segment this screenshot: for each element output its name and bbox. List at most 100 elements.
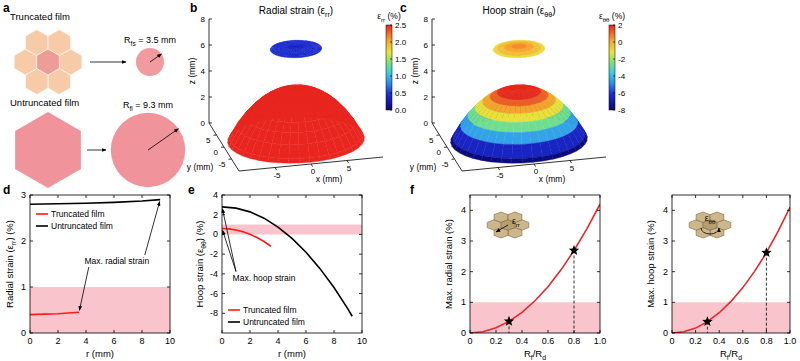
- x-tick-top: [790, 195, 791, 198]
- x-tick: [250, 330, 251, 333]
- inset-photo: εrr: [487, 212, 529, 238]
- y-tick-label: 0: [213, 229, 218, 239]
- surface-facet: [307, 131, 317, 144]
- x-tick-label: 0: [467, 336, 472, 346]
- x-tick-top: [522, 195, 523, 198]
- x-tick-top: [334, 195, 335, 198]
- x-tick-label: 0.4: [516, 336, 529, 346]
- x-tick: [278, 330, 279, 333]
- z-tick: [432, 97, 435, 98]
- text-part: /R: [729, 348, 739, 359]
- y-tick: [672, 333, 675, 334]
- z-tick: [432, 45, 435, 46]
- surface-facet: [296, 45, 303, 46]
- y-tick-label: -2: [210, 249, 218, 259]
- x-tick-label: 4: [83, 336, 88, 346]
- axes-frame: [222, 195, 362, 333]
- surface-facet: [286, 106, 293, 114]
- x-tick: [695, 330, 696, 333]
- x-tick-label: 6: [111, 336, 116, 346]
- x-axis-label: r (mm): [278, 348, 306, 359]
- x-tick-top: [672, 195, 673, 198]
- x-tick-label: 0: [219, 336, 224, 346]
- surface-facet: [299, 144, 310, 159]
- surface-facet: [519, 88, 521, 91]
- x-tick: [222, 330, 223, 333]
- y-tick: [444, 147, 447, 148]
- colorbar-tick: [390, 110, 392, 111]
- x-tick-top: [142, 195, 143, 198]
- annotation-arrow: [79, 267, 88, 310]
- surface-facet: [296, 46, 301, 48]
- y-tick-label: 1: [663, 297, 668, 307]
- z-tick-label: 2: [424, 93, 429, 102]
- text-part: /R: [533, 348, 543, 359]
- z-tick-label: 0: [424, 119, 429, 128]
- annotation: Max. radial strain: [84, 256, 149, 266]
- y-tick-right: [359, 313, 362, 314]
- colorbar-tick: [390, 59, 392, 60]
- film-hexagon: [15, 112, 81, 188]
- x-tick-label: -5: [496, 171, 504, 180]
- x-tick: [58, 330, 59, 333]
- x-tick: [470, 330, 471, 333]
- panel-title: Radial strain (εrr): [259, 5, 333, 19]
- subscript: rr: [516, 221, 520, 228]
- text-part: = 9.3 mm: [133, 100, 173, 110]
- z-tick-label: 0: [201, 119, 206, 128]
- surface-facet: [515, 88, 519, 91]
- y-tick: [470, 333, 473, 334]
- legend-swatch: [228, 321, 240, 323]
- y-tick: [30, 333, 33, 334]
- y-tick: [672, 241, 675, 242]
- z-tick-label: 2: [201, 93, 206, 102]
- radius-arrow: [148, 129, 178, 150]
- surface-facet: [507, 113, 515, 122]
- axes-3d: 02468z (mm)-505x (mm)-505y (mm): [187, 15, 383, 184]
- x-tick-top: [306, 195, 307, 198]
- panel-line: 00.20.40.60.81.001234Rf/RdMax. hoop stra…: [645, 195, 796, 361]
- annotation-arrow: [145, 202, 160, 255]
- surface-facet: [281, 132, 291, 144]
- x-tick-label: -5: [273, 171, 281, 180]
- text-part: (%): [385, 11, 401, 21]
- y-tick: [672, 271, 675, 272]
- x-tick: [114, 330, 115, 333]
- surface-facet: [519, 46, 524, 48]
- surface-facet: [293, 100, 298, 106]
- y-tick-right: [597, 210, 600, 211]
- y-tick-label: 0: [214, 148, 219, 157]
- axes-frame: [470, 195, 600, 333]
- surface-facet: [513, 132, 522, 144]
- y-tick-right: [359, 214, 362, 215]
- y-tick-right: [167, 287, 170, 288]
- colorbar-tick-label: 1.5: [395, 55, 407, 64]
- x-tick-label: 0.8: [760, 336, 773, 346]
- surface-facet: [294, 95, 298, 100]
- threshold-band: [672, 302, 790, 333]
- x-tick-label: 0.8: [568, 336, 581, 346]
- x-tick-label: 1.0: [594, 336, 607, 346]
- y-tick-label: 3: [21, 190, 26, 200]
- colorbar-tick-label: 0: [618, 38, 623, 47]
- y-axis-label: Max. radial strain (%): [443, 219, 454, 309]
- x-tick: [719, 330, 720, 333]
- x-axis-label: x (mm): [316, 174, 343, 184]
- panel-surface: cHoop strain (εθθ)02468z (mm)-505x (mm)-…: [400, 1, 626, 184]
- text-part: ): [330, 5, 333, 16]
- x-tick-label: 0.6: [737, 336, 750, 346]
- surface-facet: [522, 158, 533, 163]
- x-tick: [790, 330, 791, 333]
- colorbar-tick-label: -4: [618, 72, 626, 81]
- legend-label: Untruncated film: [243, 317, 305, 327]
- z-tick: [209, 97, 212, 98]
- y-tick: [30, 241, 33, 242]
- surface-facet: [520, 56, 524, 58]
- deformed-film: [111, 113, 185, 187]
- surface-facet: [512, 158, 523, 163]
- surface-facet: [552, 153, 562, 160]
- surface-facet: [502, 144, 513, 158]
- surface-facet: [250, 154, 260, 161]
- panel-line: 00.20.40.60.81.001234Rf/RdMax. radial st…: [410, 183, 606, 361]
- x-tick-label: 2: [55, 336, 60, 346]
